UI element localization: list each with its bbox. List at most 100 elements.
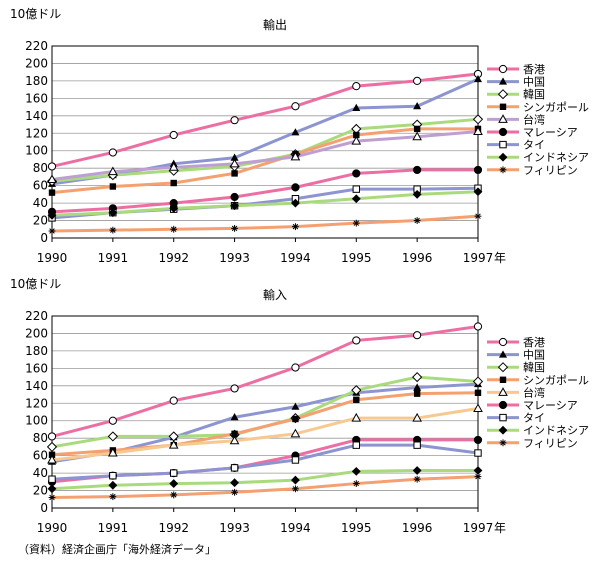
legend-label: 台湾 [523, 385, 545, 399]
data-point-s9-8 [474, 473, 482, 480]
legend-item: フィリピン [487, 164, 578, 177]
data-point-s5-5 [290, 151, 301, 161]
data-point-s9-2 [109, 226, 117, 234]
data-point-s8-7 [412, 466, 422, 475]
chart-title: 輸出 [263, 17, 287, 32]
data-point-s3-8 [472, 376, 484, 387]
y-tick-label: 40 [33, 196, 48, 210]
y-tick-label: 220 [25, 39, 48, 53]
legend-item: 韓国 [487, 88, 545, 101]
data-point-s5-8 [473, 403, 483, 413]
data-point-s7-5 [291, 456, 300, 464]
y-tick-label: 120 [25, 396, 48, 410]
x-tick-label: 1997 [463, 521, 494, 535]
x-tick-label: 1996 [402, 521, 433, 535]
legend-item: タイ [487, 412, 545, 425]
y-tick-label: 160 [25, 361, 48, 375]
series-line-7 [51, 443, 479, 481]
legend-item: 香港 [487, 63, 545, 76]
data-point-s1-6 [352, 336, 361, 345]
y-tick-label: 180 [25, 74, 48, 88]
data-point-s1-2 [108, 148, 117, 157]
legend-item: タイ [487, 139, 545, 152]
legend-marker [499, 77, 507, 85]
data-point-s1-3 [169, 130, 178, 140]
data-point-s1-8 [473, 322, 483, 331]
data-point-s7-8 [474, 449, 482, 457]
y-tick-label: 220 [25, 309, 48, 323]
source-note: （資料）経済企画庁「海外経済データ」 [18, 543, 216, 556]
data-point-s9-7 [413, 217, 421, 224]
legend-label: 香港 [523, 336, 545, 349]
data-point-s9-4 [231, 225, 238, 232]
data-point-s2-5 [291, 128, 300, 136]
data-point-s6-7 [413, 165, 422, 175]
data-point-s8-1 [47, 210, 57, 220]
x-tick-label: 1993 [219, 521, 250, 535]
data-point-s6-8 [473, 435, 483, 445]
data-point-s7-4 [230, 464, 239, 472]
y-tick-label: 140 [25, 109, 48, 123]
data-point-s5-4 [229, 435, 240, 445]
legend-marker [499, 103, 507, 110]
data-point-s1-5 [291, 363, 300, 372]
x-unit-label: 年 [494, 521, 506, 535]
legend-item: 台湾 [487, 385, 545, 399]
data-point-s9-2 [109, 493, 117, 501]
data-point-s9-6 [352, 219, 360, 227]
data-point-s5-3 [168, 439, 179, 449]
legend-label: フィリピン [523, 437, 578, 450]
data-point-s6-8 [473, 165, 483, 175]
data-point-s9-6 [352, 480, 360, 487]
legend-marker [499, 166, 507, 174]
y-tick-label: 0 [40, 231, 48, 245]
legend-item: マレーシア [487, 126, 578, 139]
data-point-s4-4 [231, 430, 238, 438]
legend-label: インドネシア [523, 424, 589, 437]
data-point-s9-5 [292, 485, 299, 493]
y-tick-label: 200 [25, 56, 48, 70]
legend-marker [498, 114, 508, 123]
plot-frame [51, 45, 479, 239]
legend-label: タイ [523, 139, 545, 152]
y-tick-label: 0 [40, 501, 48, 515]
data-point-s7-3 [170, 469, 178, 477]
legend-marker [498, 425, 508, 435]
x-tick-label: 1997 [463, 251, 494, 265]
data-point-s2-4 [230, 413, 239, 421]
x-tick-label: 1992 [158, 251, 189, 265]
series-line-8 [51, 190, 479, 217]
data-point-s4-7 [413, 390, 421, 397]
x-tick-label: 1995 [341, 521, 372, 535]
series-line-1 [51, 72, 479, 168]
data-point-s7-1 [48, 475, 56, 483]
legend-label: 中国 [523, 76, 545, 89]
data-point-s5-2 [108, 166, 118, 176]
data-point-s4-4 [231, 170, 238, 177]
data-point-s9-8 [474, 212, 482, 220]
legend-label: 香港 [523, 63, 545, 76]
data-point-s8-4 [230, 201, 239, 211]
data-point-s5-4 [229, 158, 240, 168]
legend-marker [499, 350, 507, 358]
data-point-s1-1 [47, 162, 57, 171]
legend-label: シンガポール [523, 374, 589, 387]
x-tick-label: 1994 [280, 251, 311, 265]
y-tick-label: 60 [33, 179, 48, 193]
data-point-s9-1 [48, 494, 56, 501]
legend-label: 韓国 [523, 88, 545, 101]
data-point-s8-7 [412, 189, 422, 199]
series-line-6 [51, 168, 478, 214]
data-point-s1-6 [352, 82, 361, 91]
y-unit-label: 10億ドル [10, 7, 61, 21]
data-point-s2-5 [291, 402, 300, 410]
data-point-s8-5 [291, 475, 300, 485]
x-tick-label: 1992 [158, 521, 189, 535]
legend-marker [498, 64, 508, 74]
x-tick-label: 1993 [219, 251, 250, 265]
legend-item: インドネシア [487, 151, 589, 164]
data-point-s5-2 [108, 447, 118, 457]
legend-label: 台湾 [523, 112, 545, 126]
